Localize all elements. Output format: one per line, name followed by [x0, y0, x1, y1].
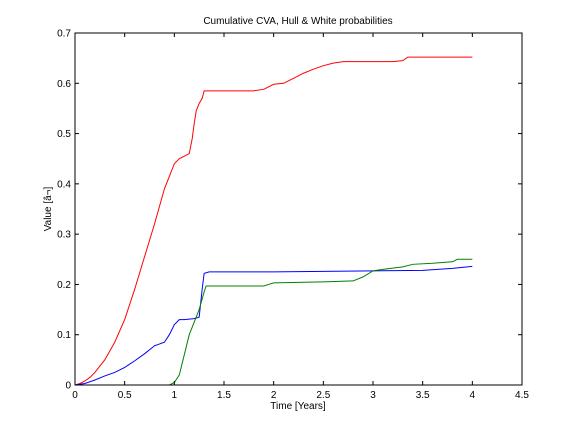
y-tick-label: 0: [65, 381, 71, 392]
plot-area: [75, 33, 522, 385]
axes-box: [74, 32, 523, 386]
x-tick-label: 3: [370, 390, 376, 401]
series-line-1: [74, 265, 473, 386]
x-tick-label: 0.5: [118, 390, 132, 401]
y-axis-title: Value [â¬]: [43, 186, 54, 231]
ticks-layer: 0 0.5 1 1.5 2 2.5 3 3.5 4 4.5 0 0.1 0.2 0.3 0.4 0.5 0.6 0…: [57, 29, 529, 402]
y-tick-label: 0.2: [57, 280, 71, 291]
chart-title: Cumulative CVA, Hull & White probabiliti…: [203, 16, 392, 27]
x-tick-label: 1: [172, 390, 178, 401]
y-tick-label: 0.5: [57, 129, 71, 140]
series-line-0: [74, 56, 473, 386]
x-axis-title: Time [Years]: [270, 401, 326, 412]
y-tick-label: 0.4: [57, 179, 71, 190]
x-tick-label: 2.5: [316, 390, 330, 401]
series-line-2: [75, 258, 473, 386]
x-tick-label: 1.5: [217, 390, 231, 401]
y-tick-label: 0.7: [57, 29, 71, 40]
series-layer: [74, 56, 473, 386]
y-tick-label: 0.1: [57, 330, 71, 341]
y-tick-label: 0.6: [57, 79, 71, 90]
x-tick-label: 2: [271, 390, 277, 401]
x-tick-label: 4: [470, 390, 476, 401]
x-tick-label: 4.5: [515, 390, 529, 401]
y-tick-label: 0.3: [57, 230, 71, 241]
x-tick-label: 3.5: [416, 390, 430, 401]
x-tick-label: 0: [72, 390, 78, 401]
